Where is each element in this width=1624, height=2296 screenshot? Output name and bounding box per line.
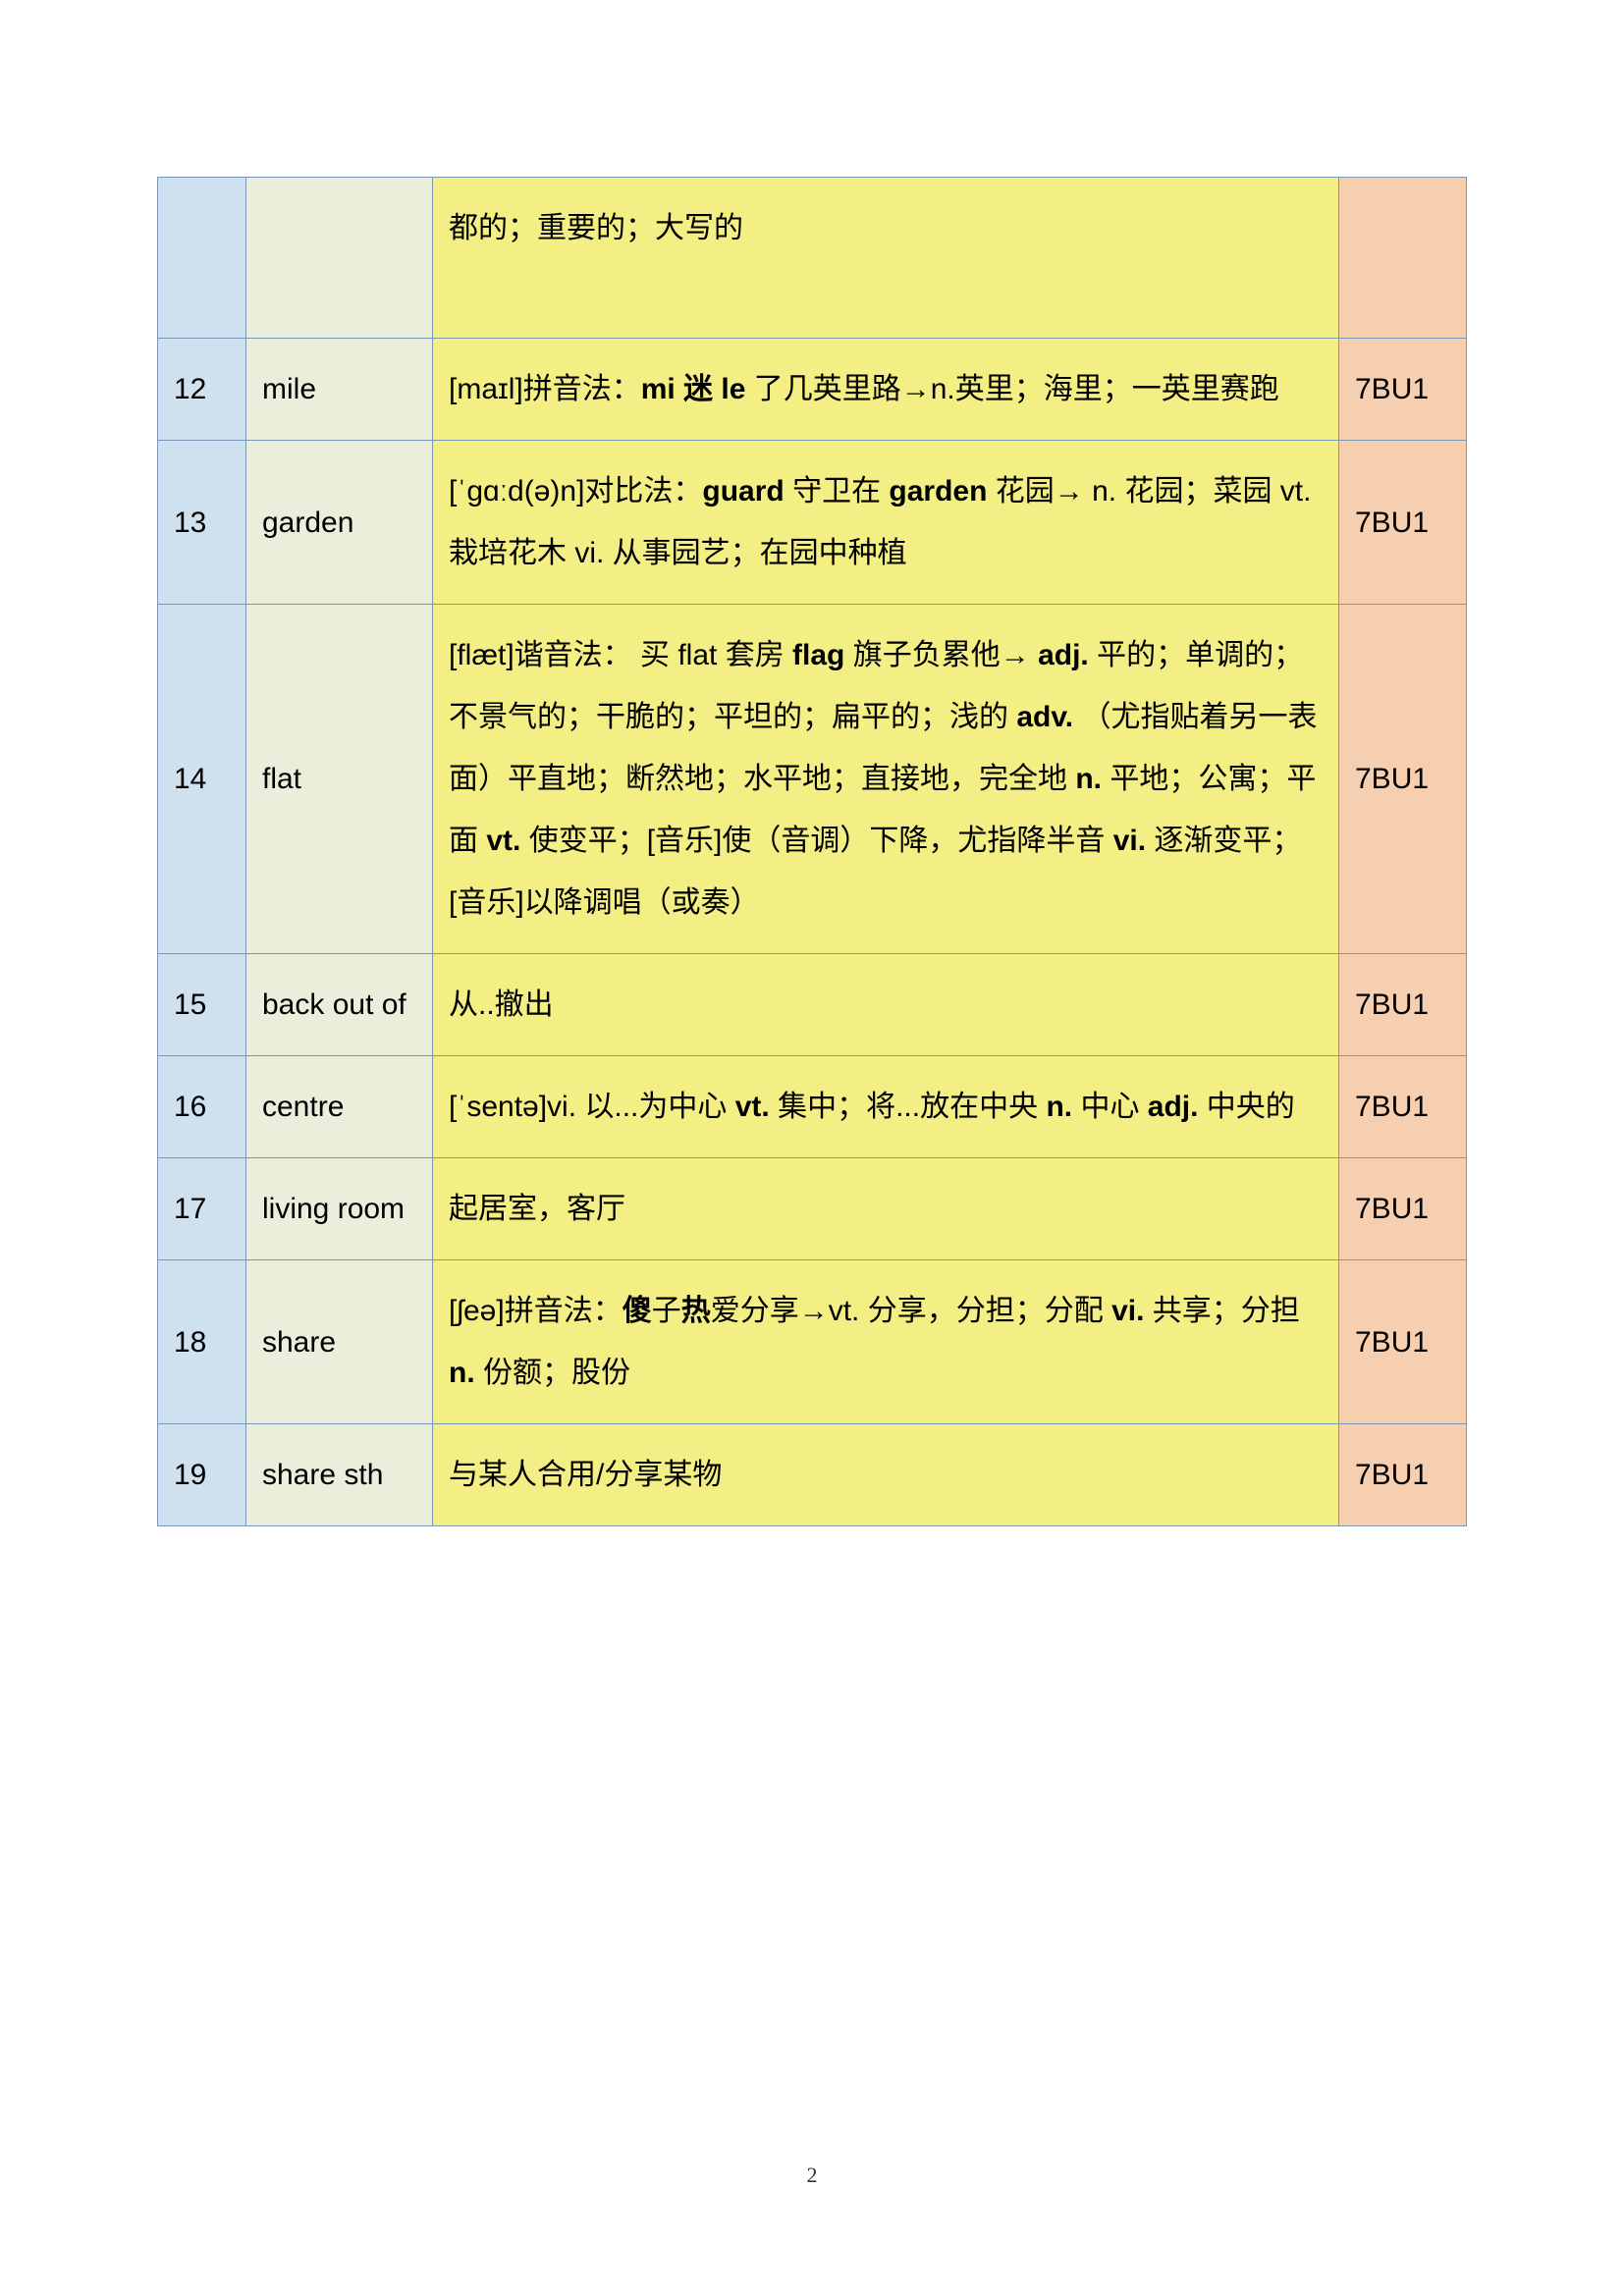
- unit-cell: 7BU1: [1339, 1056, 1467, 1158]
- table-row: 18share[ʃeə]拼音法：傻子热爱分享→vt. 分享，分担；分配 vi. …: [158, 1260, 1467, 1424]
- row-number: 19: [158, 1424, 246, 1526]
- definition-cell: [ˈɡɑːd(ə)n]对比法：guard 守卫在 garden 花园→ n. 花…: [433, 441, 1339, 605]
- unit-cell: 7BU1: [1339, 339, 1467, 441]
- word-cell: garden: [246, 441, 433, 605]
- table-row: 14flat[flæt]谐音法： 买 flat 套房 flag 旗子负累他→ a…: [158, 605, 1467, 954]
- definition-cell: 都的；重要的；大写的: [433, 178, 1339, 339]
- definition-cell: [ʃeə]拼音法：傻子热爱分享→vt. 分享，分担；分配 vi. 共享；分担 n…: [433, 1260, 1339, 1424]
- table-row: 13garden[ˈɡɑːd(ə)n]对比法：guard 守卫在 garden …: [158, 441, 1467, 605]
- table-row: 12mile[maɪl]拼音法：mi 迷 le 了几英里路→n.英里；海里；一英…: [158, 339, 1467, 441]
- word-cell: flat: [246, 605, 433, 954]
- unit-cell: 7BU1: [1339, 1158, 1467, 1260]
- unit-cell: 7BU1: [1339, 1424, 1467, 1526]
- page-number: 2: [0, 2163, 1624, 2188]
- row-number: 12: [158, 339, 246, 441]
- unit-cell: 7BU1: [1339, 1260, 1467, 1424]
- definition-cell: [flæt]谐音法： 买 flat 套房 flag 旗子负累他→ adj. 平的…: [433, 605, 1339, 954]
- word-cell: back out of: [246, 954, 433, 1056]
- word-cell: living room: [246, 1158, 433, 1260]
- definition-cell: 起居室，客厅: [433, 1158, 1339, 1260]
- row-number: 16: [158, 1056, 246, 1158]
- row-number: [158, 178, 246, 339]
- document-page: 都的；重要的；大写的12mile[maɪl]拼音法：mi 迷 le 了几英里路→…: [0, 0, 1624, 2296]
- unit-cell: [1339, 178, 1467, 339]
- table-body: 都的；重要的；大写的12mile[maɪl]拼音法：mi 迷 le 了几英里路→…: [158, 178, 1467, 1526]
- word-cell: centre: [246, 1056, 433, 1158]
- table-row: 15back out of从..撤出7BU1: [158, 954, 1467, 1056]
- word-cell: [246, 178, 433, 339]
- table-row: 都的；重要的；大写的: [158, 178, 1467, 339]
- row-number: 13: [158, 441, 246, 605]
- unit-cell: 7BU1: [1339, 605, 1467, 954]
- row-number: 18: [158, 1260, 246, 1424]
- definition-cell: 从..撤出: [433, 954, 1339, 1056]
- word-cell: share sth: [246, 1424, 433, 1526]
- table-row: 19share sth与某人合用/分享某物7BU1: [158, 1424, 1467, 1526]
- definition-cell: [maɪl]拼音法：mi 迷 le 了几英里路→n.英里；海里；一英里赛跑: [433, 339, 1339, 441]
- unit-cell: 7BU1: [1339, 441, 1467, 605]
- row-number: 15: [158, 954, 246, 1056]
- table-row: 16centre[ˈsentə]vi. 以...为中心 vt. 集中；将...放…: [158, 1056, 1467, 1158]
- table-row: 17living room起居室，客厅7BU1: [158, 1158, 1467, 1260]
- definition-cell: [ˈsentə]vi. 以...为中心 vt. 集中；将...放在中央 n. 中…: [433, 1056, 1339, 1158]
- vocab-table: 都的；重要的；大写的12mile[maɪl]拼音法：mi 迷 le 了几英里路→…: [157, 177, 1467, 1526]
- unit-cell: 7BU1: [1339, 954, 1467, 1056]
- row-number: 14: [158, 605, 246, 954]
- definition-cell: 与某人合用/分享某物: [433, 1424, 1339, 1526]
- word-cell: mile: [246, 339, 433, 441]
- word-cell: share: [246, 1260, 433, 1424]
- row-number: 17: [158, 1158, 246, 1260]
